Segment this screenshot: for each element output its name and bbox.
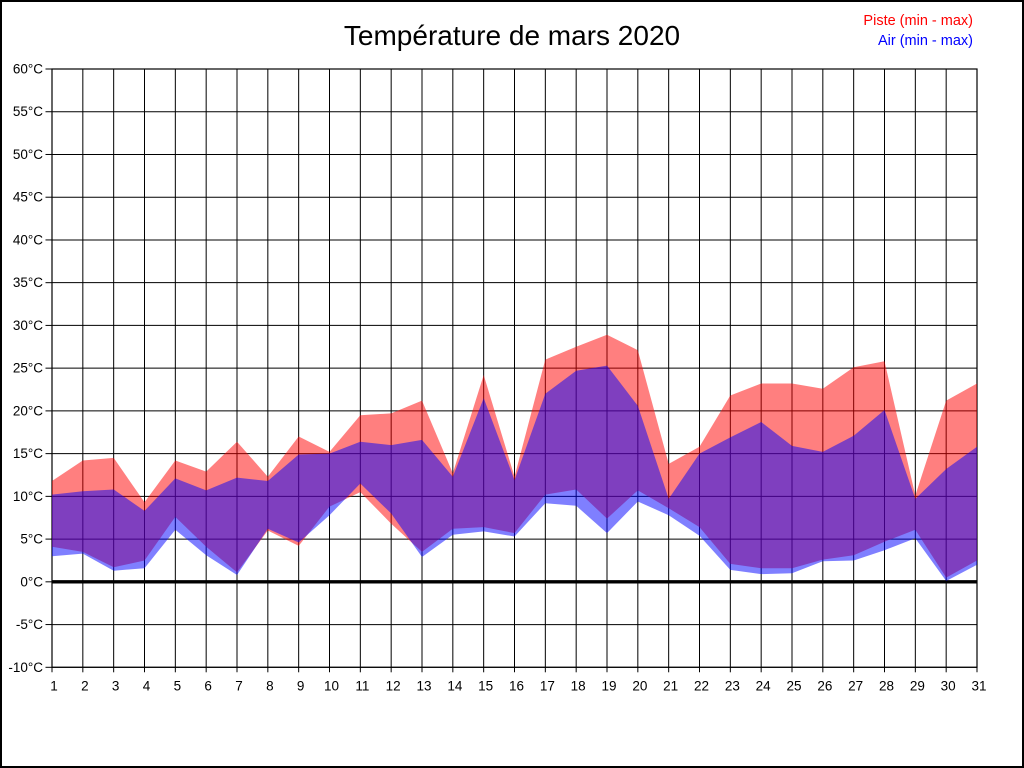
x-axis-label: 25 [786,678,801,693]
x-axis-label: 5 [174,678,182,693]
x-axis-label: 11 [355,678,369,693]
x-axis-label: 19 [601,678,616,693]
y-axis-label: 0°C [20,574,43,589]
y-axis-label: -10°C [8,660,43,675]
x-axis-label: 2 [81,678,89,693]
y-axis-label: 25°C [13,361,43,376]
x-axis-label: 4 [143,678,151,693]
chart-legend: Piste (min - max) Air (min - max) [863,12,973,51]
x-axis-label: 1 [50,678,58,693]
x-axis-label: 28 [879,678,894,693]
x-axis-label: 18 [571,678,586,693]
x-axis-label: 22 [694,678,709,693]
y-axis-label: 30°C [13,318,43,333]
x-axis-label: 21 [663,678,678,693]
x-axis-label: 27 [848,678,863,693]
x-axis-label: 30 [941,678,956,693]
y-axis-label: -5°C [16,617,43,632]
x-axis-label: 29 [910,678,925,693]
x-axis-label: 23 [725,678,740,693]
legend-item-air: Air (min - max) [877,32,973,49]
x-axis-label: 12 [386,678,401,693]
y-axis-label: 20°C [13,403,43,418]
x-axis-label: 26 [817,678,832,693]
y-axis-label: 45°C [13,190,43,205]
x-axis-label: 8 [266,678,274,693]
x-axis-label: 6 [204,678,212,693]
x-axis-label: 14 [447,678,463,693]
y-axis-label: 10°C [13,489,43,504]
x-axis-label: 20 [632,678,647,693]
x-axis-label: 31 [971,678,986,693]
x-axis-label: 15 [478,678,493,693]
x-axis-label: 17 [540,678,555,693]
y-axis-label: 60°C [13,62,43,77]
x-axis-label: 3 [112,678,120,693]
x-axis-label: 9 [297,678,305,693]
air-minmax-band [52,365,977,581]
y-axis-label: 35°C [13,275,43,290]
x-axis-label: 16 [509,678,524,693]
x-axis-label: 7 [235,678,243,693]
x-axis-label: 10 [324,678,339,693]
x-axis-label: 13 [416,678,431,693]
chart-title: Température de mars 2020 [343,20,681,51]
x-axis-label: 24 [756,678,772,693]
y-axis-label: 5°C [20,532,43,547]
y-axis-label: 15°C [13,446,43,461]
plot-frame [51,68,978,668]
legend-item-piste: Piste (min - max) [863,13,973,29]
y-axis-label: 50°C [13,147,43,162]
y-axis-label: 55°C [13,104,43,119]
y-axis-label: 40°C [13,232,43,247]
